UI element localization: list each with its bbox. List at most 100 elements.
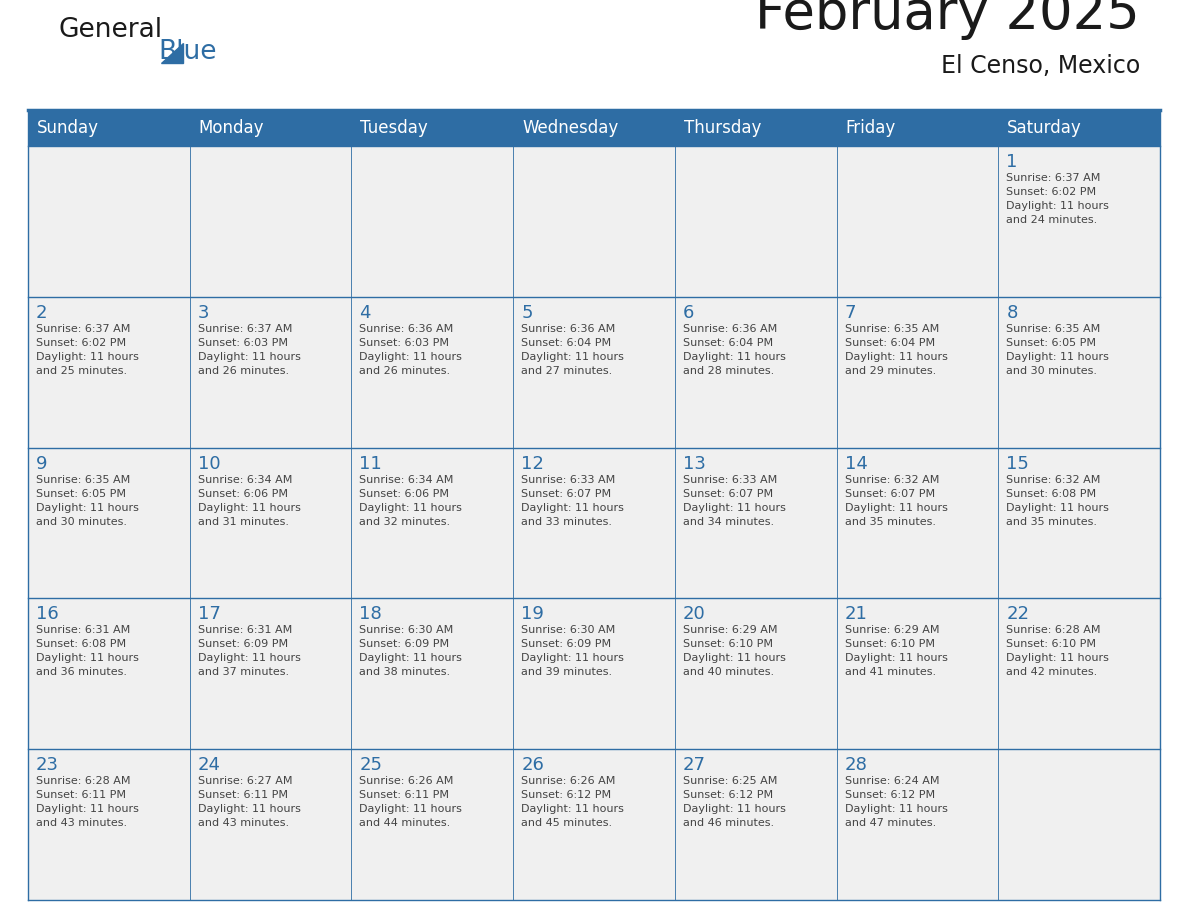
Text: 21: 21 [845,605,867,623]
Text: and 34 minutes.: and 34 minutes. [683,517,775,527]
Text: Sunrise: 6:30 AM: Sunrise: 6:30 AM [360,625,454,635]
Text: Sunrise: 6:26 AM: Sunrise: 6:26 AM [360,777,454,786]
Text: Sunset: 6:06 PM: Sunset: 6:06 PM [197,488,287,498]
Text: Sunrise: 6:34 AM: Sunrise: 6:34 AM [197,475,292,485]
Text: 24: 24 [197,756,221,774]
Text: Sunset: 6:05 PM: Sunset: 6:05 PM [36,488,126,498]
Text: Daylight: 11 hours: Daylight: 11 hours [1006,654,1110,664]
Text: Daylight: 11 hours: Daylight: 11 hours [36,654,139,664]
Text: and 26 minutes.: and 26 minutes. [197,365,289,375]
Text: and 25 minutes.: and 25 minutes. [36,365,127,375]
Text: Daylight: 11 hours: Daylight: 11 hours [1006,201,1110,211]
Text: Daylight: 11 hours: Daylight: 11 hours [1006,352,1110,362]
Text: Daylight: 11 hours: Daylight: 11 hours [36,804,139,814]
Text: Sunset: 6:04 PM: Sunset: 6:04 PM [522,338,612,348]
Text: Wednesday: Wednesday [523,119,619,137]
Text: Thursday: Thursday [684,119,762,137]
Text: Sunrise: 6:29 AM: Sunrise: 6:29 AM [845,625,939,635]
Bar [675,599,836,749]
Text: Sunset: 6:08 PM: Sunset: 6:08 PM [36,640,126,649]
Text: Sunrise: 6:36 AM: Sunrise: 6:36 AM [683,324,777,334]
Text: 26: 26 [522,756,544,774]
Bar [29,448,190,599]
Text: Daylight: 11 hours: Daylight: 11 hours [845,502,948,512]
Text: Sunrise: 6:33 AM: Sunrise: 6:33 AM [522,475,615,485]
Bar [352,297,513,448]
Bar [836,749,998,900]
Text: Sunrise: 6:29 AM: Sunrise: 6:29 AM [683,625,777,635]
Text: and 32 minutes.: and 32 minutes. [360,517,450,527]
Text: 14: 14 [845,454,867,473]
Text: and 35 minutes.: and 35 minutes. [1006,517,1098,527]
Text: Daylight: 11 hours: Daylight: 11 hours [683,352,785,362]
Text: Daylight: 11 hours: Daylight: 11 hours [197,804,301,814]
Bar [998,146,1159,297]
Bar [190,146,352,297]
Text: Daylight: 11 hours: Daylight: 11 hours [683,654,785,664]
Text: General: General [58,17,162,43]
Text: Sunrise: 6:28 AM: Sunrise: 6:28 AM [36,777,131,786]
Text: Sunrise: 6:35 AM: Sunrise: 6:35 AM [845,324,939,334]
Text: Daylight: 11 hours: Daylight: 11 hours [683,804,785,814]
Text: Sunset: 6:03 PM: Sunset: 6:03 PM [197,338,287,348]
Text: Sunset: 6:09 PM: Sunset: 6:09 PM [360,640,449,649]
Text: 4: 4 [360,304,371,322]
Text: Daylight: 11 hours: Daylight: 11 hours [197,352,301,362]
Text: Monday: Monday [198,119,264,137]
Text: and 29 minutes.: and 29 minutes. [845,365,936,375]
Text: Sunrise: 6:35 AM: Sunrise: 6:35 AM [1006,324,1100,334]
Text: Sunset: 6:10 PM: Sunset: 6:10 PM [683,640,773,649]
Text: and 36 minutes.: and 36 minutes. [36,667,127,677]
Text: 17: 17 [197,605,221,623]
Bar [29,599,190,749]
Text: and 26 minutes.: and 26 minutes. [360,365,450,375]
Text: Sunrise: 6:32 AM: Sunrise: 6:32 AM [845,475,939,485]
Bar [836,297,998,448]
Text: Sunrise: 6:30 AM: Sunrise: 6:30 AM [522,625,615,635]
Text: Daylight: 11 hours: Daylight: 11 hours [845,654,948,664]
Text: Daylight: 11 hours: Daylight: 11 hours [522,654,624,664]
Text: Saturday: Saturday [1007,119,1082,137]
Bar [190,297,352,448]
Bar [29,297,190,448]
Text: 28: 28 [845,756,867,774]
Text: Sunrise: 6:36 AM: Sunrise: 6:36 AM [522,324,615,334]
Text: Sunset: 6:09 PM: Sunset: 6:09 PM [522,640,612,649]
Text: and 44 minutes.: and 44 minutes. [360,818,450,828]
Text: and 30 minutes.: and 30 minutes. [36,517,127,527]
Text: and 41 minutes.: and 41 minutes. [845,667,936,677]
Text: Sunrise: 6:26 AM: Sunrise: 6:26 AM [522,777,615,786]
Text: 11: 11 [360,454,383,473]
Bar [998,448,1159,599]
Text: and 24 minutes.: and 24 minutes. [1006,215,1098,225]
Text: Sunset: 6:06 PM: Sunset: 6:06 PM [360,488,449,498]
Text: Sunset: 6:12 PM: Sunset: 6:12 PM [683,790,773,800]
Text: El Censo, Mexico: El Censo, Mexico [941,54,1140,78]
Text: and 38 minutes.: and 38 minutes. [360,667,450,677]
Text: Daylight: 11 hours: Daylight: 11 hours [36,352,139,362]
Bar [675,749,836,900]
Text: 5: 5 [522,304,532,322]
Text: and 42 minutes.: and 42 minutes. [1006,667,1098,677]
Text: 12: 12 [522,454,544,473]
Text: and 27 minutes.: and 27 minutes. [522,365,612,375]
Text: and 33 minutes.: and 33 minutes. [522,517,612,527]
Bar [513,749,675,900]
Text: 18: 18 [360,605,383,623]
Text: Friday: Friday [846,119,896,137]
Text: Sunset: 6:02 PM: Sunset: 6:02 PM [36,338,126,348]
Text: Sunrise: 6:34 AM: Sunrise: 6:34 AM [360,475,454,485]
Text: Sunrise: 6:37 AM: Sunrise: 6:37 AM [1006,173,1100,183]
Bar [352,448,513,599]
Text: Sunrise: 6:37 AM: Sunrise: 6:37 AM [197,324,292,334]
Text: Tuesday: Tuesday [360,119,428,137]
Bar [29,110,1159,146]
Text: Sunrise: 6:31 AM: Sunrise: 6:31 AM [197,625,292,635]
Text: Sunset: 6:07 PM: Sunset: 6:07 PM [522,488,612,498]
Text: 27: 27 [683,756,706,774]
Text: 7: 7 [845,304,857,322]
Text: 15: 15 [1006,454,1029,473]
Text: 6: 6 [683,304,694,322]
Text: Sunrise: 6:31 AM: Sunrise: 6:31 AM [36,625,131,635]
Bar [675,448,836,599]
